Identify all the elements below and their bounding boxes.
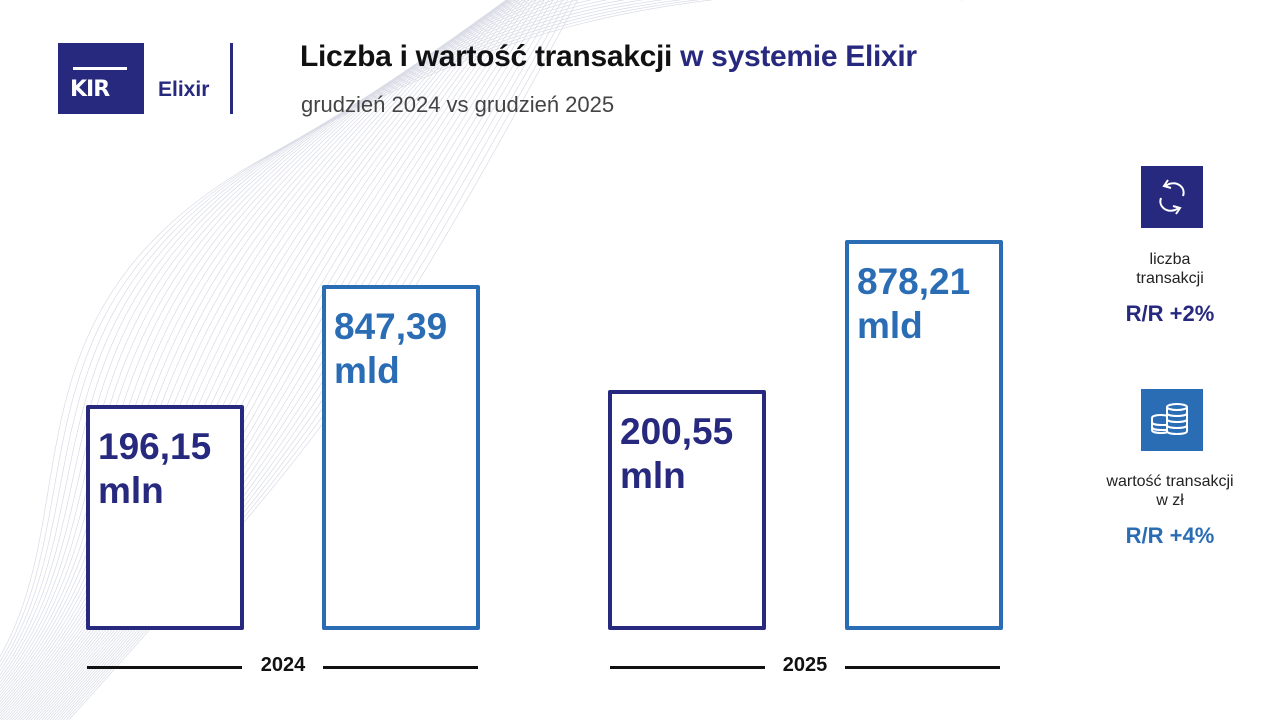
- header-divider: [230, 43, 233, 114]
- bar-value-2025: 878,21 mld: [845, 240, 1003, 630]
- bar-label: 200,55 mln: [620, 410, 734, 496]
- bar-count-2024: 196,15 mln: [86, 405, 244, 630]
- bar-label: 878,21 mld: [857, 261, 971, 346]
- year-label-2024: 2024: [260, 654, 306, 676]
- legend-value-rr: R/R +4%: [1125, 523, 1215, 548]
- exchange-arrows-icon: [1141, 166, 1203, 228]
- legend-count-label: liczba transakcji: [1136, 251, 1204, 287]
- bar-count-2025: 200,55 mln: [608, 389, 766, 630]
- legend-value-label: wartość transakcji w zł: [1106, 473, 1234, 509]
- year-label-2025: 2025: [782, 654, 828, 676]
- kir-logo: KIR: [58, 43, 144, 114]
- bar-label: 847,39 mld: [334, 306, 448, 391]
- title-accent: w systemie Elixir: [680, 40, 917, 73]
- axis-line: [87, 666, 242, 669]
- bar-value-2024: 847,39 mld: [322, 285, 480, 630]
- elixir-logo-text: Elixir: [158, 78, 210, 101]
- logo-text: KIR: [70, 77, 110, 102]
- axis-line: [845, 666, 1000, 669]
- title-main: Liczba i wartość transakcji: [300, 40, 673, 73]
- axis-line: [323, 666, 478, 669]
- subtitle: grudzień 2024 vs grudzień 2025: [301, 92, 615, 117]
- page-title: Liczba i wartość transakcji w systemie E…: [300, 40, 917, 74]
- axis-line: [610, 666, 765, 669]
- legend-count-rr: R/R +2%: [1125, 301, 1215, 326]
- coins-icon: [1141, 389, 1203, 451]
- bar-label: 196,15 mln: [98, 426, 212, 511]
